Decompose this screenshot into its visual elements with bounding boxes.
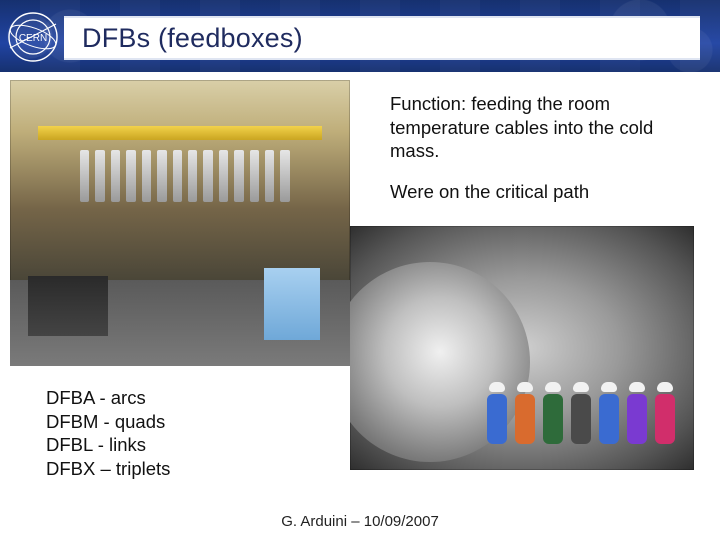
person <box>542 382 564 444</box>
person <box>486 382 508 444</box>
list-item: DFBL - links <box>46 433 306 457</box>
slide: CERN DFBs (feedboxes) Function: feeding … <box>0 0 720 540</box>
critical-path-text: Were on the critical path <box>390 180 690 204</box>
page-title: DFBs (feedboxes) <box>82 23 303 54</box>
equipment-rack <box>264 268 320 340</box>
cern-logo-icon: CERN <box>6 10 60 64</box>
person <box>654 382 676 444</box>
function-text: Function: feeding the room temperature c… <box>390 92 690 163</box>
people-group <box>486 382 676 444</box>
cern-logo-text: CERN <box>19 33 47 44</box>
list-item: DFBX – triplets <box>46 457 306 481</box>
person <box>598 382 620 444</box>
crate <box>28 276 108 336</box>
industrial-hall-photo <box>10 80 350 366</box>
footer-text: G. Arduini – 10/09/2007 <box>0 513 720 530</box>
crane-beam <box>38 126 322 140</box>
person <box>514 382 536 444</box>
title-strip: DFBs (feedboxes) <box>64 16 700 60</box>
tunnel-group-photo <box>350 226 694 470</box>
header-bar: CERN DFBs (feedboxes) <box>0 0 720 72</box>
person <box>626 382 648 444</box>
cern-logo: CERN <box>6 10 60 64</box>
list-item: DFBA - arcs <box>46 386 306 410</box>
dfb-type-list: DFBA - arcs DFBM - quads DFBL - links DF… <box>46 386 306 481</box>
list-item: DFBM - quads <box>46 410 306 434</box>
person <box>570 382 592 444</box>
lifted-module <box>80 142 290 202</box>
